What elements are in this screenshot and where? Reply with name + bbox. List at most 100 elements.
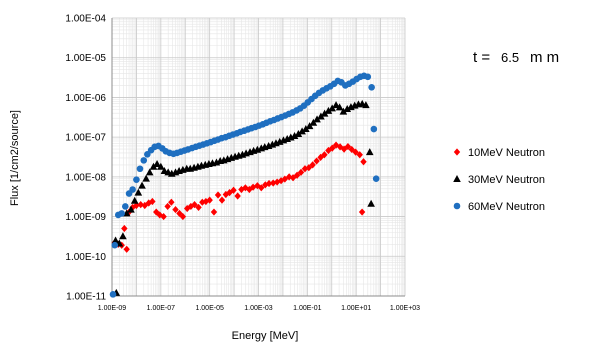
circle-point <box>372 175 380 182</box>
y-tick-label: 1.00E-11 <box>66 292 106 303</box>
thickness-value: 6.5 <box>501 50 519 65</box>
diamond-point <box>230 186 237 194</box>
triangle-point <box>134 188 143 196</box>
legend-item-1: 30MeV Neutron <box>453 174 545 186</box>
diamond-point <box>258 184 265 192</box>
triangle-point <box>365 148 374 156</box>
triangle-point <box>130 196 139 204</box>
diamond-point <box>344 142 352 151</box>
x-tick-label: 1.00E-01 <box>293 305 322 312</box>
diamond-point <box>358 208 366 216</box>
triangle-point <box>362 101 370 109</box>
triangle-point <box>157 162 165 170</box>
legend-diamond-marker <box>453 148 461 156</box>
diamond-point <box>123 245 130 253</box>
x-tick-label: 1.00E+03 <box>390 305 420 312</box>
triangle-point <box>317 112 325 120</box>
y-tick-label: 1.00E-05 <box>65 53 106 64</box>
triangle-point <box>298 127 306 135</box>
triangle-point <box>367 199 375 207</box>
legend-item-2: 60MeV Neutron <box>453 201 545 213</box>
triangle-point <box>119 232 127 240</box>
diamond-point <box>313 157 320 165</box>
diamond-point <box>309 161 316 169</box>
diamond-point <box>191 201 198 209</box>
series-1 <box>111 99 375 296</box>
triangle-point <box>324 106 333 114</box>
circle-point <box>140 157 148 164</box>
triangle-point <box>142 174 150 182</box>
diamond-point <box>356 151 363 159</box>
x-tick-label: 1.00E-03 <box>244 305 273 312</box>
diamond-point <box>210 208 218 216</box>
y-tick-label: 1.00E-10 <box>65 252 106 263</box>
circle-point <box>370 125 378 133</box>
triangle-point <box>335 103 344 111</box>
triangle-point <box>111 236 120 244</box>
circle-point <box>129 186 136 193</box>
x-tick-label: 1.00E+01 <box>341 305 371 312</box>
legend-item-0: 10MeV Neutron <box>453 147 545 159</box>
thickness-prefix: t = <box>473 49 490 66</box>
diamond-point <box>172 205 179 214</box>
y-axis-title: Flux [1/cm2/source] <box>9 110 21 206</box>
y-tick-labels: 1.00E-04 1.00E-05 1.00E-06 1.00E-07 1.00E-08… <box>65 14 106 303</box>
triangle-point <box>153 160 161 168</box>
y-tick-label: 1.00E-07 <box>65 133 106 144</box>
diamond-point <box>352 148 359 156</box>
diamond-point <box>329 144 336 152</box>
diamond-point <box>234 192 241 200</box>
triangle-point <box>343 105 352 113</box>
triangle-point <box>127 205 135 213</box>
thickness-unit: m m <box>530 49 559 66</box>
diamond-point <box>321 151 328 159</box>
triangle-point <box>290 131 299 139</box>
diamond-point <box>149 197 156 206</box>
x-tick-labels: 1.00E-09 1.00E-07 1.00E-05 1.00E-03 1.00E-01… <box>98 305 420 312</box>
circle-point <box>133 176 140 183</box>
legend-label: 30MeV Neutron <box>468 174 545 186</box>
triangle-point <box>305 122 314 130</box>
plot-frame <box>111 18 405 297</box>
y-tick-label: 1.00E-09 <box>65 212 106 223</box>
circle-point <box>111 241 119 249</box>
legend: 10MeV Neutron 30MeV Neutron 60MeV Neutron <box>453 147 545 213</box>
triangle-point <box>149 162 158 170</box>
diamond-point <box>297 168 305 176</box>
diamond-point <box>195 203 202 212</box>
diamond-point <box>293 171 301 179</box>
triangle-point <box>339 107 348 115</box>
circle-point <box>109 291 117 298</box>
y-tick-label: 1.00E-06 <box>65 93 106 104</box>
diamond-point <box>168 198 175 206</box>
triangle-point <box>320 109 329 117</box>
triangle-point <box>332 101 340 109</box>
series-2 <box>109 72 380 298</box>
circle-point <box>118 210 126 217</box>
y-tick-label: 1.00E-04 <box>65 14 106 25</box>
x-tick-label: 1.00E-09 <box>98 305 127 312</box>
diamond-point <box>137 201 144 209</box>
circle-point <box>368 83 375 91</box>
legend-label: 60MeV Neutron <box>468 201 545 213</box>
triangle-point <box>302 125 310 133</box>
data-series <box>109 72 380 298</box>
triangle-point <box>138 181 146 189</box>
triangle-point <box>122 209 131 217</box>
legend-label: 10MeV Neutron <box>468 147 545 159</box>
legend-triangle-marker <box>453 175 461 182</box>
circle-point <box>121 203 129 210</box>
x-tick-label: 1.00E-05 <box>195 305 224 312</box>
circle-point <box>364 73 372 81</box>
diamond-point <box>214 191 222 199</box>
diamond-point <box>218 196 226 204</box>
triangle-point <box>328 104 336 112</box>
diamond-point <box>206 196 213 204</box>
diamond-point <box>265 179 273 188</box>
triangle-point <box>313 115 321 123</box>
circle-point <box>136 165 144 173</box>
x-tick-label: 1.00E-07 <box>147 305 176 312</box>
diamond-point <box>360 158 367 166</box>
thickness-annotation: t = 6.5 m m <box>473 49 559 66</box>
